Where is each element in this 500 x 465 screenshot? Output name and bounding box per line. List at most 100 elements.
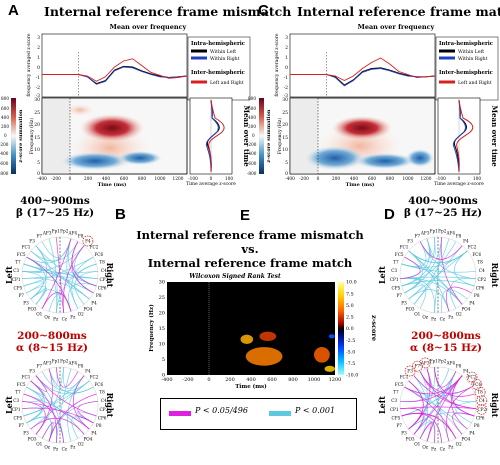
svg-text:T7: T7 [393, 260, 399, 265]
svg-text:0: 0 [458, 177, 461, 182]
svg-text:F3: F3 [29, 239, 35, 244]
svg-text:Fp1: Fp1 [52, 359, 61, 364]
series-line-left-and-right [290, 57, 436, 82]
beta-freq-right: β (17~25 Hz) [403, 207, 483, 219]
svg-text:200: 200 [1, 124, 9, 129]
series-line-left-and-right [42, 58, 188, 82]
hot-region [240, 334, 254, 344]
svg-text:T8: T8 [477, 260, 483, 265]
svg-text:400: 400 [248, 115, 256, 120]
svg-text:Fz: Fz [70, 315, 76, 320]
svg-text:F8: F8 [78, 364, 84, 369]
svg-text:Oz: Oz [422, 315, 428, 320]
svg-text:800: 800 [288, 377, 298, 383]
svg-text:T8: T8 [477, 390, 483, 395]
left-label-d2: Left [377, 396, 387, 414]
svg-text:AF3: AF3 [420, 230, 430, 235]
svg-text:-200: -200 [0, 142, 9, 147]
left-label-d1: Left [377, 266, 387, 284]
svg-text:F3: F3 [407, 239, 413, 244]
svg-text:CP1: CP1 [12, 277, 21, 282]
svg-text:Oz: Oz [44, 315, 50, 320]
svg-text:0: 0 [37, 171, 40, 177]
svg-text:O2: O2 [78, 311, 84, 316]
svg-text:7.5: 7.5 [346, 291, 354, 297]
svg-text:C4: C4 [479, 398, 485, 403]
svg-text:1: 1 [285, 55, 288, 61]
svg-text:Fp2: Fp2 [438, 359, 447, 364]
svg-text:AF3: AF3 [42, 360, 52, 365]
svg-text:Fp2: Fp2 [60, 359, 69, 364]
svg-text:CP5: CP5 [14, 415, 23, 420]
svg-text:PO3: PO3 [28, 437, 37, 442]
svg-text:T8: T8 [99, 260, 105, 265]
svg-text:FC1: FC1 [22, 245, 31, 250]
svg-text:P3: P3 [23, 430, 29, 435]
magenta-legend-text: P < 0.05/496 [195, 406, 248, 415]
svg-text:0: 0 [252, 133, 255, 138]
svg-text:AF4: AF4 [67, 230, 77, 235]
svg-text:AF3: AF3 [420, 360, 430, 365]
panel-e-colorbar [338, 282, 344, 375]
svg-text:800: 800 [1, 96, 9, 101]
svg-text:CP2: CP2 [477, 407, 486, 412]
svg-text:P8: P8 [96, 423, 102, 428]
svg-text:1000: 1000 [403, 177, 414, 182]
right-label-d2: Right [490, 393, 500, 418]
svg-text:100: 100 [225, 177, 233, 182]
svg-text:200: 200 [225, 377, 235, 383]
svg-text:25: 25 [159, 295, 165, 301]
line-plot-frame-a [41, 33, 188, 98]
legend-within-right-c: Within Right [458, 56, 488, 62]
freq-label-a: Frequency (Hz) [28, 118, 35, 155]
svg-text:5: 5 [37, 160, 40, 166]
svg-text:10: 10 [34, 147, 40, 153]
svg-text:Fz: Fz [70, 445, 76, 450]
svg-text:0: 0 [207, 377, 210, 383]
panel-e-xlabel: Time (ms) [235, 383, 267, 390]
svg-text:F4: F4 [85, 369, 91, 374]
svg-text:C4: C4 [479, 268, 485, 273]
svg-text:Fp1: Fp1 [52, 229, 61, 234]
alpha-freq-left: α (8~15 Hz) [16, 342, 88, 354]
svg-text:800: 800 [138, 177, 146, 182]
cyan-swatch [269, 411, 291, 416]
svg-text:FC5: FC5 [17, 252, 26, 257]
svg-text:0: 0 [37, 65, 40, 71]
beta-label-left: 400~900ms β (17~25 Hz) [10, 195, 100, 219]
svg-text:F8: F8 [456, 234, 462, 239]
svg-text:FC2: FC2 [468, 245, 477, 250]
alpha-label-right: 200~800ms α (8~15 Hz) [400, 330, 492, 354]
svg-text:T8: T8 [99, 390, 105, 395]
svg-text:Cz: Cz [440, 316, 446, 321]
svg-text:Cz: Cz [440, 446, 446, 451]
svg-text:3: 3 [37, 35, 40, 41]
svg-text:F7: F7 [415, 234, 421, 239]
time-avg-label-c: Time average z-score [434, 181, 484, 187]
svg-text:PO3: PO3 [406, 437, 415, 442]
panel-e-cbar-label: z-score [370, 315, 378, 341]
svg-text:FC6: FC6 [472, 252, 481, 257]
beta-label-right: 400~900ms β (17~25 Hz) [398, 195, 488, 219]
svg-text:P4: P4 [469, 430, 475, 435]
cyan-legend-text: P < 0.001 [295, 406, 336, 415]
svg-text:O1: O1 [36, 441, 42, 446]
svg-text:-2: -2 [284, 85, 289, 91]
svg-text:CP5: CP5 [392, 415, 401, 420]
svg-text:Fp2: Fp2 [60, 229, 69, 234]
svg-text:P7: P7 [18, 423, 24, 428]
svg-text:P4: P4 [91, 430, 97, 435]
alpha-time-left: 200~800ms [17, 330, 87, 342]
svg-text:O1: O1 [414, 311, 420, 316]
connectivity-circle-d-alpha: Fp2 AF4F8F4FC2FC6T8C4CP2CP6P8P4PO4O2FzCzP… [390, 357, 488, 451]
svg-text:F8: F8 [456, 364, 462, 369]
svg-text:30: 30 [34, 97, 40, 103]
svg-text:0: 0 [4, 133, 7, 138]
svg-text:T7: T7 [393, 390, 399, 395]
svg-text:PO4: PO4 [461, 307, 470, 312]
panel-e-title-line1: Internal reference frame mismatch [136, 228, 364, 242]
colorbar-c [259, 98, 264, 174]
panel-letter-a: A [8, 2, 19, 19]
legend-within-left-a: Within Left [210, 49, 236, 55]
